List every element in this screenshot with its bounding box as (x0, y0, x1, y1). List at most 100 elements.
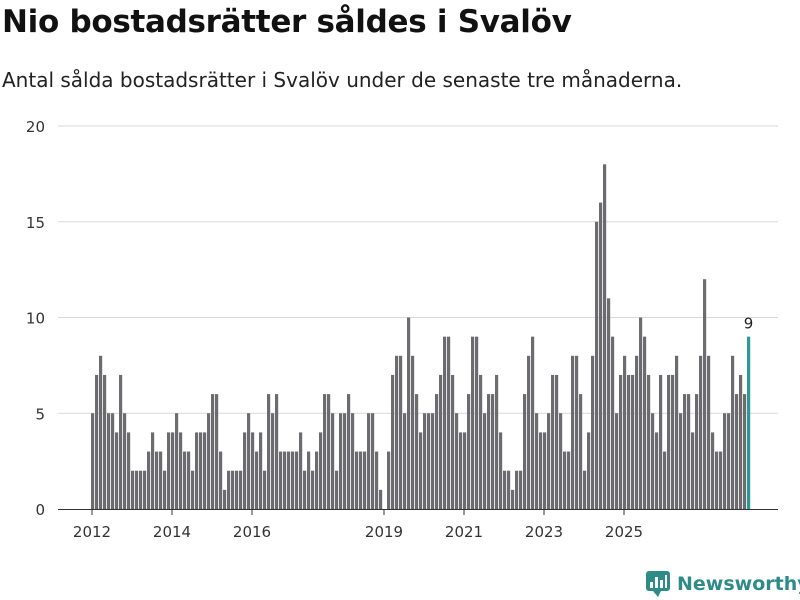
bar (259, 432, 263, 509)
bar (479, 374, 483, 509)
bar (683, 394, 687, 509)
bar (231, 470, 235, 509)
bar (371, 413, 375, 509)
bar (195, 432, 199, 509)
bar (223, 489, 227, 509)
x-tick-label: 2019 (365, 523, 403, 541)
bar (91, 413, 95, 509)
bar (615, 413, 619, 509)
bar (203, 432, 207, 509)
bar (511, 489, 515, 509)
bar (179, 432, 183, 509)
bar (447, 336, 451, 509)
bar (531, 336, 535, 509)
bar (731, 355, 735, 509)
bar (443, 336, 447, 509)
bar (655, 432, 659, 509)
bar (463, 432, 467, 509)
bar (647, 374, 651, 509)
bar (319, 432, 323, 509)
bar (327, 394, 331, 509)
x-tick-label: 2023 (525, 523, 563, 541)
bar (331, 413, 335, 509)
bar (135, 470, 139, 509)
bar (295, 451, 299, 509)
x-tick-label: 2012 (73, 523, 111, 541)
bar (271, 413, 275, 509)
x-tick-label: 2016 (233, 523, 271, 541)
bar (547, 413, 551, 509)
bar (599, 202, 603, 509)
bar (219, 451, 223, 509)
bar (723, 413, 727, 509)
bar (339, 413, 343, 509)
bar (607, 298, 611, 509)
bar (611, 336, 615, 509)
bar (115, 432, 119, 509)
bar (395, 355, 399, 509)
value-label: 9 (744, 315, 754, 333)
bar (255, 451, 259, 509)
bar (207, 413, 211, 509)
bar (715, 451, 719, 509)
bar (651, 413, 655, 509)
bar (175, 413, 179, 509)
bar (239, 470, 243, 509)
bar (671, 374, 675, 509)
bar (559, 413, 563, 509)
newsworthy-logo-icon (646, 571, 670, 597)
bar (667, 374, 671, 509)
y-tick-label: 5 (35, 405, 45, 423)
bar (235, 470, 239, 509)
bar (307, 451, 311, 509)
bar (363, 451, 367, 509)
bar (635, 355, 639, 509)
bar (227, 470, 231, 509)
bar (139, 470, 143, 509)
brand-logo: Newsworthy (645, 570, 800, 598)
bar (471, 336, 475, 509)
bar (347, 394, 351, 509)
bar (543, 432, 547, 509)
bar (575, 355, 579, 509)
bar (587, 432, 591, 509)
bar (99, 355, 103, 509)
bar (551, 374, 555, 509)
bar (143, 470, 147, 509)
bar (199, 432, 203, 509)
bar (299, 432, 303, 509)
bar (335, 470, 339, 509)
x-axis: 2012 2014 2016 2019 2021 2023 2025 (58, 509, 778, 541)
bar (563, 451, 567, 509)
bar (211, 394, 215, 509)
brand-name: Newsworthy (677, 573, 800, 595)
bar (263, 470, 267, 509)
bar-chart: 2012 2014 2016 2019 2021 2023 2025 0 5 10 15 20 9 (26, 118, 778, 541)
bar (627, 374, 631, 509)
bars (91, 164, 751, 510)
bar (423, 413, 427, 509)
bar (583, 470, 587, 509)
bar (127, 432, 131, 509)
bar (519, 470, 523, 509)
x-tick-label: 2025 (605, 523, 643, 541)
bar (171, 432, 175, 509)
bar (719, 451, 723, 509)
bar (535, 413, 539, 509)
x-tick-label: 2014 (153, 523, 191, 541)
bar (279, 451, 283, 509)
bar (275, 394, 279, 509)
bar (555, 374, 559, 509)
bar (703, 279, 707, 509)
bar (183, 451, 187, 509)
y-axis: 0 5 10 15 20 (26, 118, 45, 519)
bar (343, 413, 347, 509)
bar (103, 374, 107, 509)
bar (187, 451, 191, 509)
bar (459, 432, 463, 509)
bar (119, 374, 123, 509)
bar (503, 470, 507, 509)
bar (407, 317, 411, 509)
bar (375, 451, 379, 509)
bar (351, 413, 355, 509)
